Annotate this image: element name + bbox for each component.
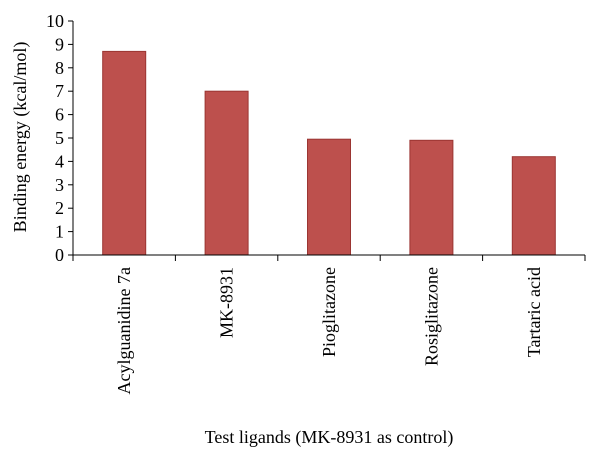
bar <box>410 140 453 255</box>
x-tick-label: Tartaric acid <box>524 267 544 357</box>
x-tick-label: Acylguanidine 7a <box>114 267 134 394</box>
x-tick-label: Pioglitazone <box>319 267 339 357</box>
y-tick-label: 5 <box>55 128 64 148</box>
bar <box>308 139 351 255</box>
bar <box>103 51 146 255</box>
x-tick-label: Rosiglitazone <box>421 267 441 366</box>
bar <box>512 157 555 255</box>
y-tick-label: 6 <box>55 105 64 125</box>
y-tick-label: 3 <box>55 175 64 195</box>
y-axis-title: Binding energy (kcal/mol) <box>10 42 31 233</box>
x-tick-label: MK-8931 <box>217 267 237 338</box>
y-tick-label: 7 <box>55 81 64 101</box>
y-tick-label: 1 <box>55 222 64 242</box>
x-axis-title: Test ligands (MK-8931 as control) <box>205 427 454 448</box>
y-tick-label: 10 <box>46 11 64 31</box>
bars-group <box>103 51 556 255</box>
y-tick-label: 0 <box>55 245 64 265</box>
bar <box>205 91 248 255</box>
y-tick-label: 8 <box>55 58 64 78</box>
y-tick-label: 2 <box>55 198 64 218</box>
y-tick-label: 9 <box>55 34 64 54</box>
y-tick-label: 4 <box>55 151 64 171</box>
